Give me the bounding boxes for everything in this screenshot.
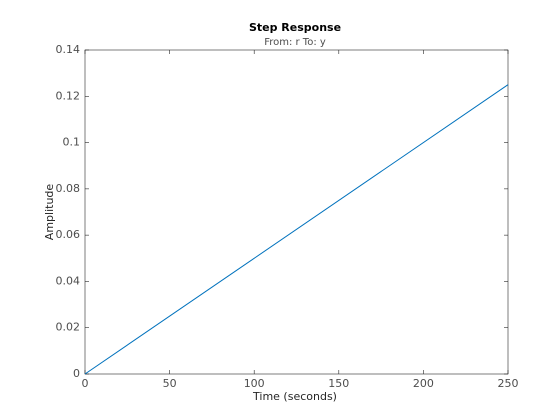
x-tick-label: 150 — [328, 377, 349, 390]
y-tick-label: 0.14 — [56, 43, 81, 56]
x-tick-label: 50 — [163, 377, 177, 390]
chart-title: Step Response — [249, 21, 341, 34]
x-tick-label: 200 — [413, 377, 434, 390]
x-tick-label: 250 — [498, 377, 519, 390]
x-tick-label: 0 — [82, 377, 89, 390]
y-tick-label: 0.04 — [56, 274, 81, 287]
y-tick-label: 0.1 — [63, 136, 81, 149]
y-axis-label: Amplitude — [43, 184, 56, 241]
y-tick-label: 0.02 — [56, 321, 81, 334]
y-tick-label: 0.12 — [56, 89, 81, 102]
y-tick-label: 0 — [73, 367, 80, 380]
y-tick-label: 0.06 — [56, 228, 81, 241]
x-tick-label: 100 — [244, 377, 265, 390]
x-axis-label: Time (seconds) — [252, 390, 337, 403]
data-line — [84, 84, 509, 375]
y-tick-label: 0.08 — [56, 182, 81, 195]
plot-area — [84, 49, 509, 375]
chart-subtitle: From: r To: y — [264, 37, 326, 48]
